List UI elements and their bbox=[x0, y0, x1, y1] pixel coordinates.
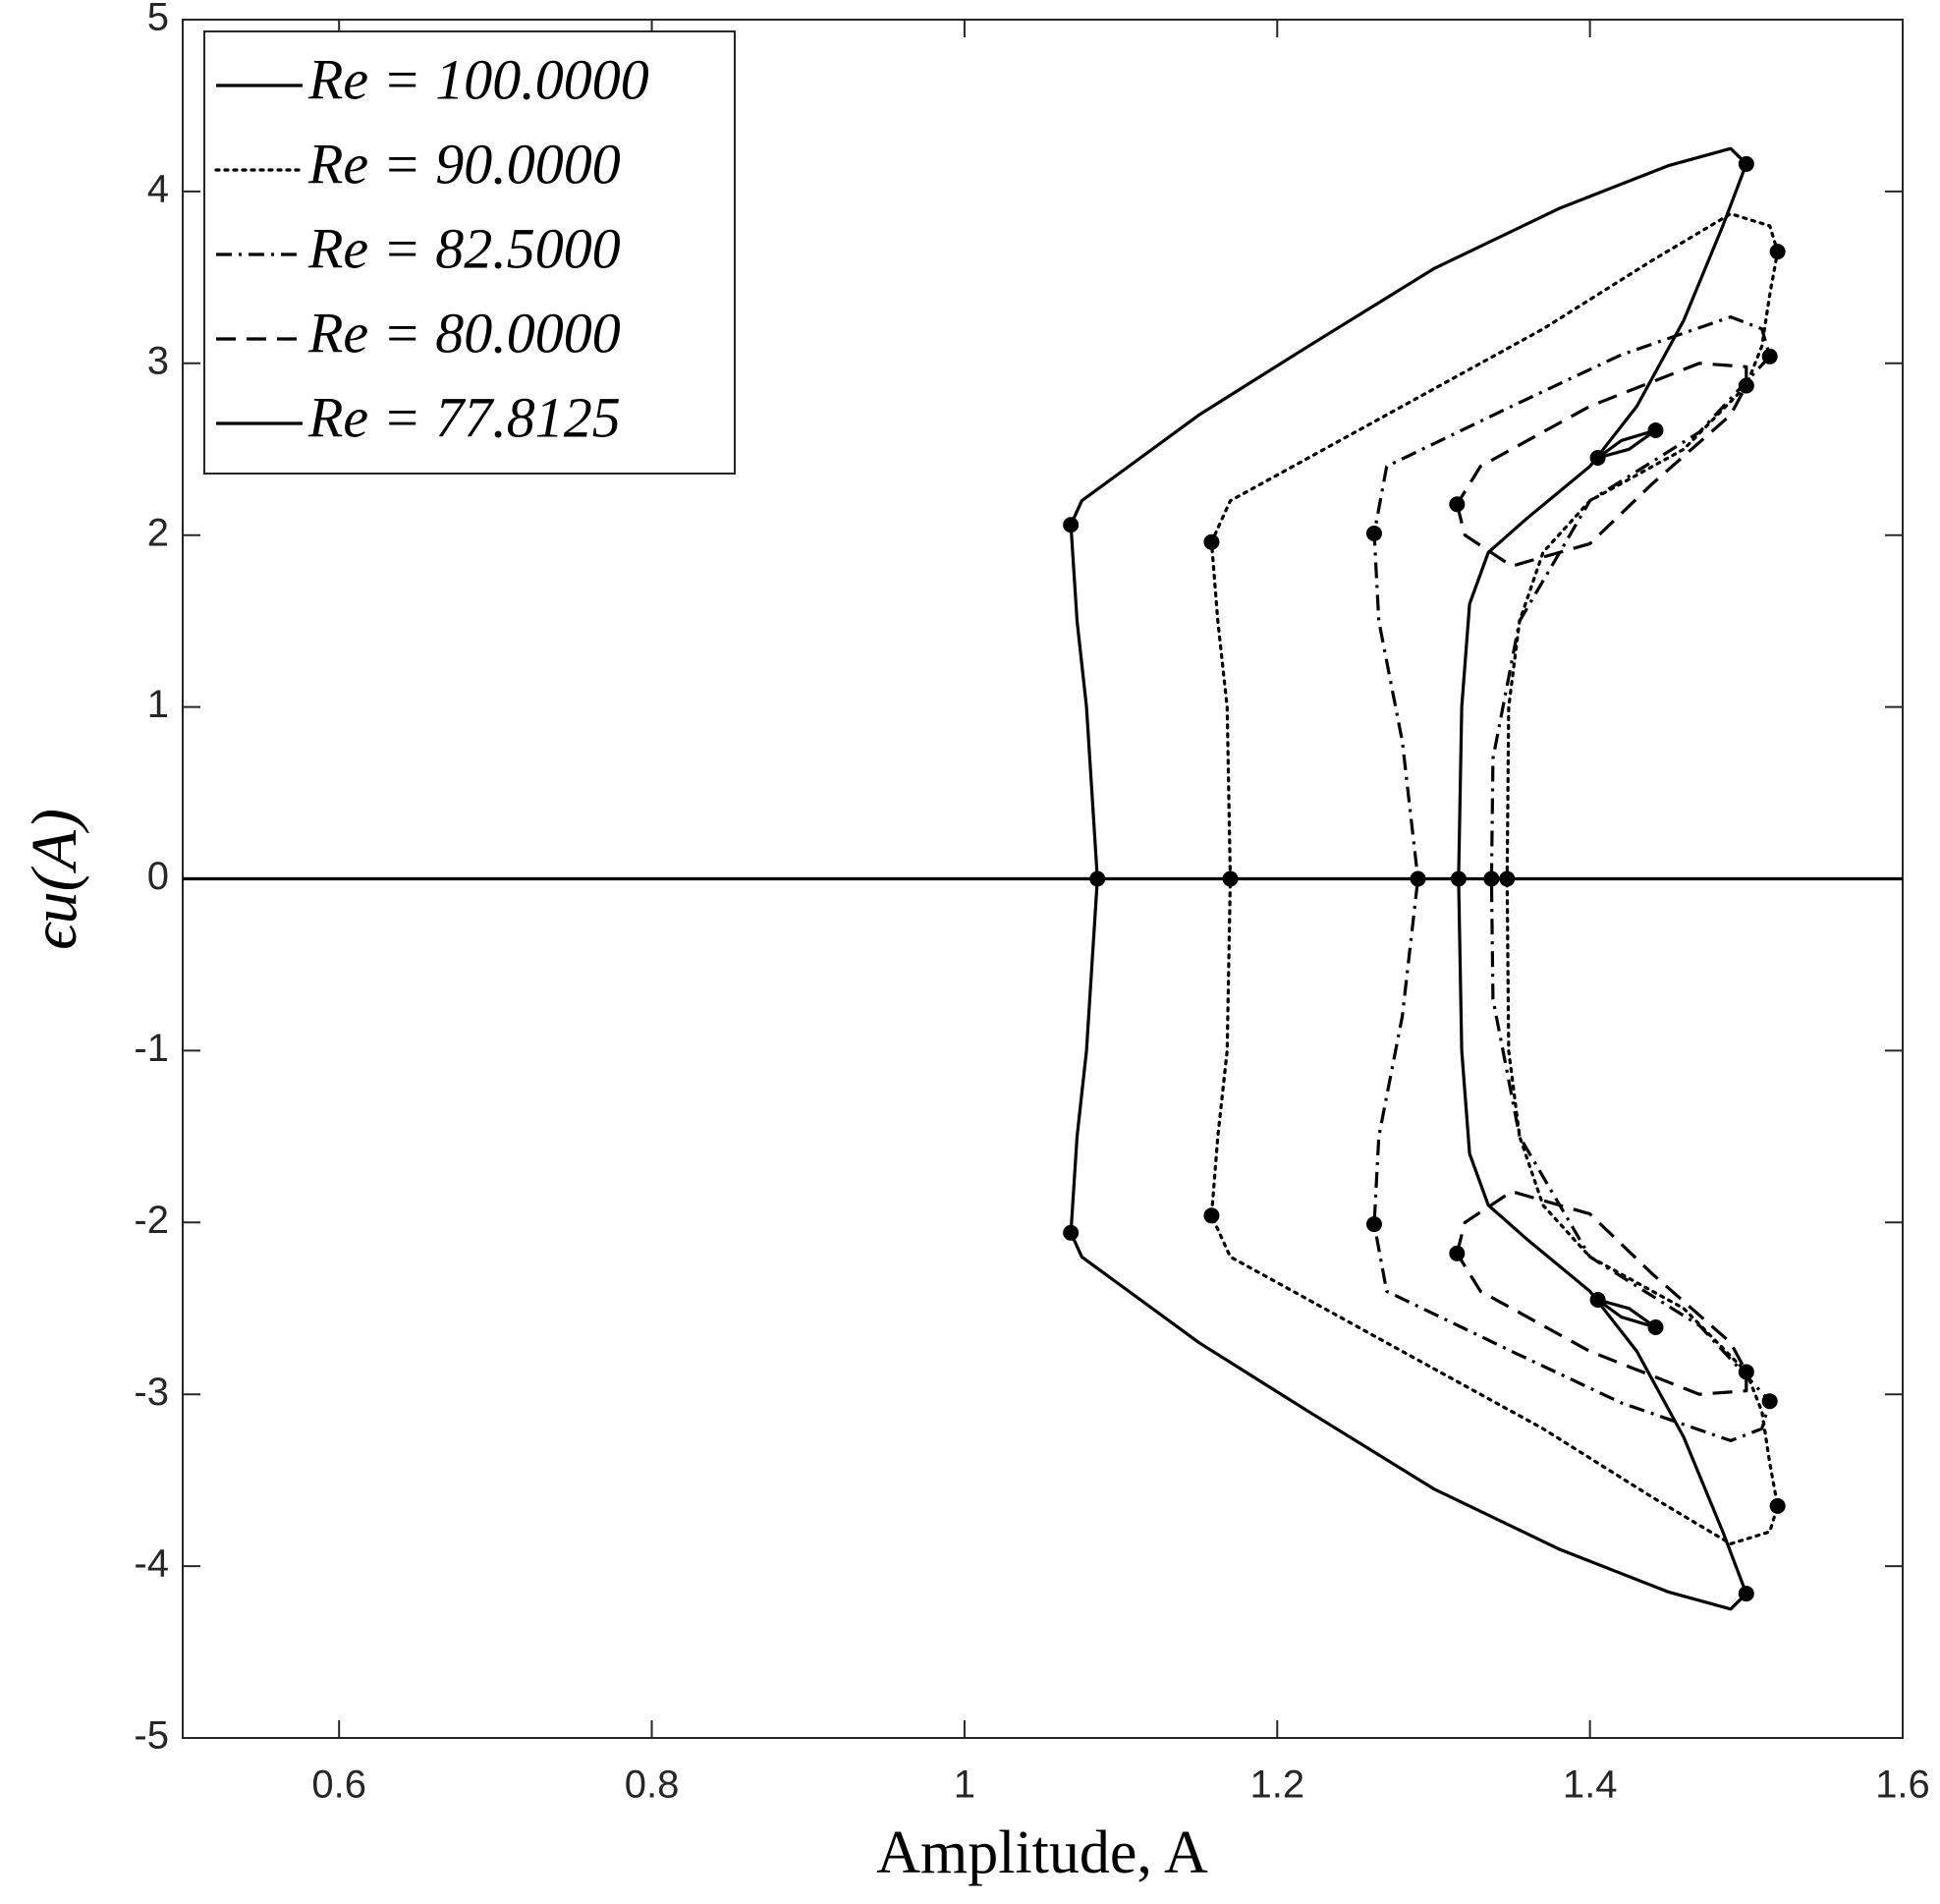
point-marker bbox=[1499, 870, 1516, 887]
point-marker bbox=[1450, 870, 1467, 887]
x-tick-label: 0.6 bbox=[311, 1764, 366, 1807]
legend-label: Re = 80.0000 bbox=[307, 301, 621, 364]
point-marker bbox=[1063, 517, 1080, 533]
y-tick-label: -5 bbox=[134, 1714, 169, 1758]
legend-label: Re = 90.0000 bbox=[307, 132, 621, 196]
point-marker bbox=[1738, 1364, 1754, 1380]
point-marker bbox=[1769, 244, 1786, 260]
point-marker bbox=[1203, 533, 1220, 550]
point-marker bbox=[1483, 870, 1500, 887]
point-marker bbox=[1647, 422, 1664, 439]
series-line bbox=[1455, 362, 1748, 1396]
y-tick-label: 2 bbox=[147, 511, 169, 554]
point-marker bbox=[1761, 1393, 1778, 1410]
x-tick-label: 1.6 bbox=[1875, 1764, 1930, 1807]
y-tick-label: 0 bbox=[147, 855, 169, 898]
x-tick-label: 0.8 bbox=[625, 1764, 680, 1807]
legend-label: Re = 82.5000 bbox=[307, 216, 621, 280]
point-marker bbox=[1365, 1216, 1382, 1233]
point-marker bbox=[1738, 1586, 1754, 1602]
point-marker bbox=[1769, 1497, 1786, 1514]
y-axis-label: ϵu(A) bbox=[19, 809, 90, 950]
y-tick-label: 5 bbox=[147, 0, 169, 39]
y-tick-label: 1 bbox=[147, 683, 169, 726]
point-marker bbox=[1647, 1318, 1664, 1335]
point-marker bbox=[1449, 1245, 1466, 1261]
y-tick-label: -2 bbox=[134, 1199, 169, 1242]
x-tick-label: 1.2 bbox=[1249, 1764, 1304, 1807]
point-marker bbox=[1365, 525, 1382, 541]
point-marker bbox=[1738, 377, 1754, 394]
point-marker bbox=[1222, 870, 1239, 887]
y-tick-label: 4 bbox=[147, 167, 169, 210]
x-tick-label: 1 bbox=[954, 1764, 975, 1807]
y-tick-label: 3 bbox=[147, 339, 169, 382]
legend-box bbox=[203, 30, 736, 475]
point-marker bbox=[1063, 1224, 1080, 1241]
legend-label: Re = 100.0000 bbox=[307, 47, 649, 111]
point-marker bbox=[1589, 449, 1606, 466]
point-marker bbox=[1449, 496, 1466, 513]
y-tick-label: -3 bbox=[134, 1371, 169, 1414]
point-marker bbox=[1410, 870, 1426, 887]
point-marker bbox=[1089, 870, 1106, 887]
point-marker bbox=[1203, 1207, 1220, 1224]
y-tick-label: -1 bbox=[134, 1027, 169, 1070]
point-marker bbox=[1738, 155, 1754, 172]
point-marker bbox=[1589, 1292, 1606, 1309]
x-tick-label: 1.4 bbox=[1563, 1764, 1618, 1807]
y-tick-label: -4 bbox=[134, 1542, 169, 1586]
legend-label: Re = 77.8125 bbox=[307, 385, 621, 449]
x-axis-label: Amplitude, A bbox=[876, 1820, 1208, 1886]
legend: Re = 100.0000 Re = 90.0000 Re = 82.5000 Re … bbox=[203, 30, 736, 475]
point-marker bbox=[1761, 348, 1778, 364]
